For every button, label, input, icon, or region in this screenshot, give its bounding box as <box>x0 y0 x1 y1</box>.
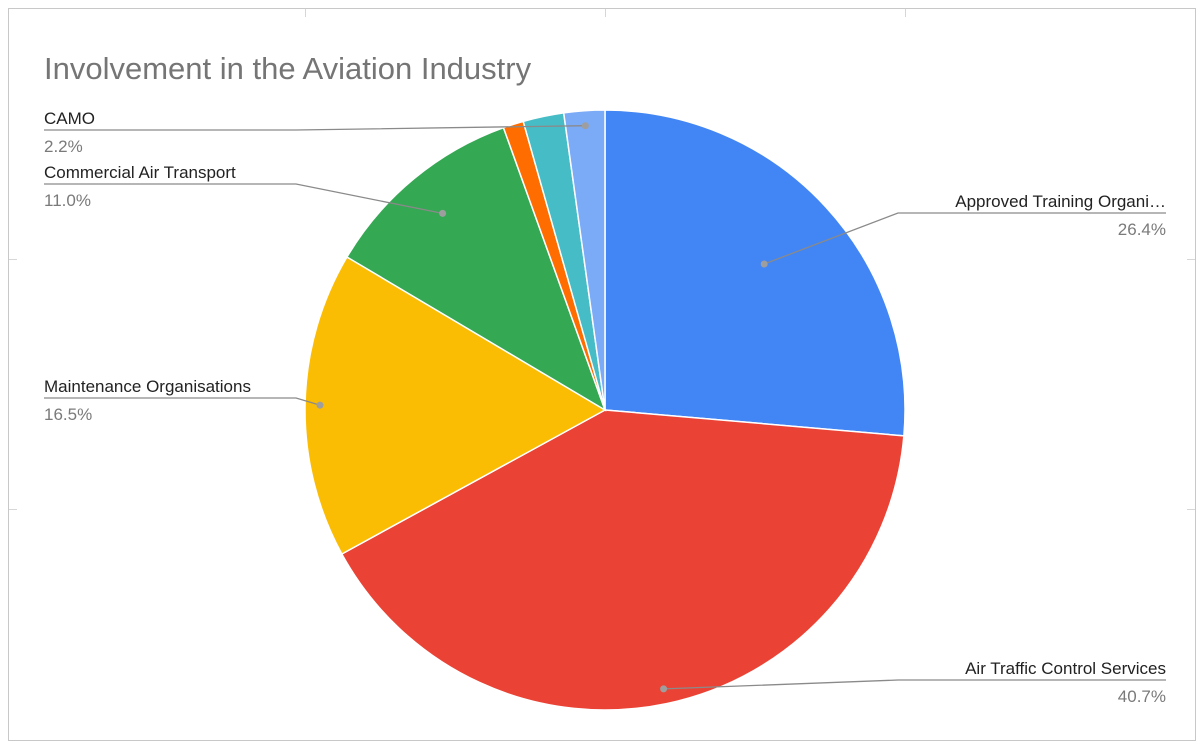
callout-dot <box>439 209 447 217</box>
callout-dot <box>316 401 324 409</box>
callout-dot <box>760 260 768 268</box>
sheet-gridline <box>1187 509 1195 510</box>
slice-label: Air Traffic Control Services <box>965 659 1166 678</box>
slice-percentage: 40.7% <box>1118 687 1166 706</box>
chart-title: Involvement in the Aviation Industry <box>44 51 532 86</box>
sheet-gridline <box>605 9 606 17</box>
callout-line <box>663 679 1166 690</box>
slice-label: CAMO <box>44 109 95 128</box>
pie-slice <box>562 109 606 411</box>
pie-slice <box>304 255 607 555</box>
slice-percentage: 11.0% <box>44 191 91 210</box>
callout-dot <box>581 122 589 130</box>
pie-slice <box>604 109 906 437</box>
slice-label: Maintenance Organisations <box>44 377 251 396</box>
sheet-gridline <box>9 509 17 510</box>
pie-callouts: Approved Training Organi… 26.4% Air Traffi… <box>44 109 1166 706</box>
pie-slices <box>304 109 906 711</box>
sheet-gridline <box>305 9 306 17</box>
slice-percentage: 2.2% <box>44 137 83 156</box>
callout-line <box>44 125 586 131</box>
sheet-gridline <box>1187 259 1195 260</box>
slice-percentage: 16.5% <box>44 405 92 424</box>
callout-line <box>44 397 321 406</box>
sheet-gridline <box>9 259 17 260</box>
sheet-gridline <box>905 9 906 17</box>
callout-dot <box>660 685 668 693</box>
slice-label: Commercial Air Transport <box>44 163 236 182</box>
pie-slice <box>345 126 607 412</box>
callout-line <box>763 212 1166 265</box>
pie-slice <box>340 409 905 711</box>
slice-label: Approved Training Organi… <box>955 192 1166 211</box>
slice-percentage: 26.4% <box>1118 220 1166 239</box>
callout-line <box>44 183 443 215</box>
